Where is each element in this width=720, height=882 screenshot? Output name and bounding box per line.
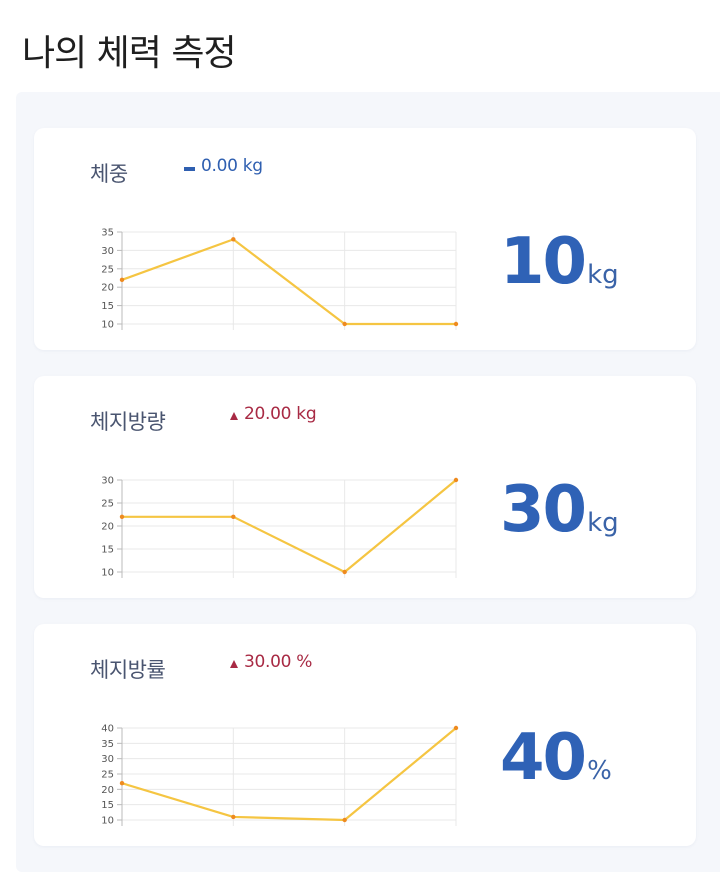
data-point xyxy=(231,514,236,519)
card-body-weight: 체중 0.00 kg 10 15 20 25 30 35 10 kg xyxy=(34,128,696,350)
y-tick-label: 10 xyxy=(101,816,114,827)
y-tick-label: 15 xyxy=(101,301,114,312)
dash-icon xyxy=(184,167,195,171)
data-point xyxy=(342,321,347,327)
value-unit: kg xyxy=(587,260,619,290)
series-line xyxy=(122,479,457,574)
change-text: 20.00 kg xyxy=(244,404,317,424)
triangle-up-icon xyxy=(230,412,238,420)
data-point xyxy=(342,569,347,575)
trend-chart: 10 15 20 25 30 xyxy=(101,476,459,579)
y-tick-label: 30 xyxy=(101,754,114,765)
data-point xyxy=(453,321,459,327)
trend-chart: 10 15 20 25 30 35 xyxy=(101,228,459,331)
y-tick-label: 25 xyxy=(101,499,114,510)
change-indicator: 20.00 kg xyxy=(230,404,317,424)
data-point xyxy=(342,817,347,823)
y-tick-label: 30 xyxy=(101,476,114,487)
page-title: 나의 체력 측정 xyxy=(22,33,237,74)
y-tick-label: 20 xyxy=(101,283,114,294)
data-point xyxy=(119,514,125,519)
card-title: 체중 xyxy=(90,162,128,186)
trend-chart: 10 15 20 25 30 35 40 xyxy=(101,724,459,827)
value-number: 30 xyxy=(500,473,587,547)
series-line xyxy=(121,727,457,822)
y-tick-label: 10 xyxy=(101,320,114,331)
y-tick-label: 20 xyxy=(101,785,114,796)
data-point xyxy=(453,725,459,731)
current-value: 30 kg xyxy=(500,478,619,542)
change-text: 30.00 % xyxy=(244,652,313,672)
value-unit: % xyxy=(587,756,612,786)
card-body-fat-percentage: 체지방률 30.00 % 10 15 20 25 30 35 40 40 % xyxy=(34,624,696,846)
y-tick-label: 15 xyxy=(101,800,114,811)
data-point xyxy=(119,781,125,786)
current-value: 10 kg xyxy=(500,230,619,294)
data-point xyxy=(231,237,236,242)
value-number: 40 xyxy=(500,721,587,795)
data-point xyxy=(231,814,236,820)
current-value: 40 % xyxy=(500,726,612,790)
series-line xyxy=(121,238,456,326)
y-tick-label: 25 xyxy=(101,770,114,781)
y-tick-label: 40 xyxy=(101,724,114,735)
y-tick-label: 30 xyxy=(101,246,114,257)
y-tick-label: 15 xyxy=(101,545,114,556)
value-number: 10 xyxy=(500,225,587,299)
y-tick-label: 25 xyxy=(101,264,114,275)
y-tick-label: 35 xyxy=(101,739,114,750)
y-tick-label: 35 xyxy=(101,228,114,239)
change-text: 0.00 kg xyxy=(201,156,263,176)
value-unit: kg xyxy=(587,508,619,538)
y-tick-label: 20 xyxy=(101,522,114,533)
change-indicator: 30.00 % xyxy=(230,652,312,672)
change-indicator: 0.00 kg xyxy=(184,156,263,176)
y-tick-label: 10 xyxy=(101,568,114,579)
card-title: 체지방률 xyxy=(90,658,166,682)
card-title: 체지방량 xyxy=(90,410,166,434)
data-point xyxy=(119,277,125,283)
data-point xyxy=(453,477,459,483)
triangle-up-icon xyxy=(230,660,238,668)
card-body-fat-mass: 체지방량 20.00 kg 10 15 20 25 30 30 kg xyxy=(34,376,696,598)
